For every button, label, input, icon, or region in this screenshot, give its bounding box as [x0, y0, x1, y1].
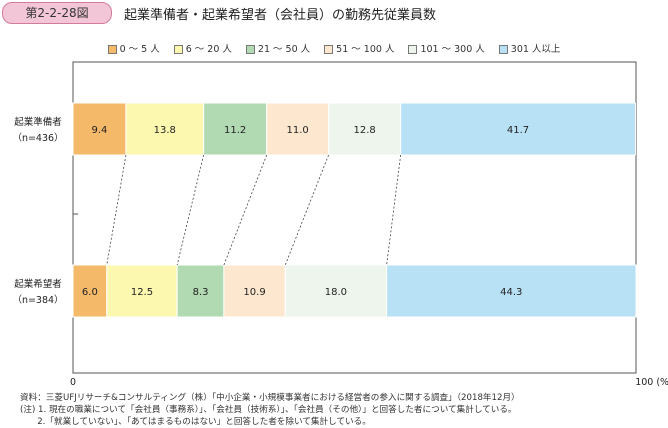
legend-swatch [107, 45, 117, 54]
connector-line [106, 154, 127, 266]
bar-segment [176, 264, 225, 318]
legend: 0 ～ 5 人 6 ～ 20 人 21 ～ 50 人 51 ～ 100 人 101 ～ … [0, 41, 668, 55]
legend-swatch [408, 45, 418, 54]
x-tick-label: 100 (%) [635, 377, 668, 388]
legend-swatch [173, 45, 183, 54]
plot-frame [72, 61, 637, 374]
chart-title: 起業準備者・起業希望者（会社員）の勤務先従業員数 [124, 8, 437, 23]
data-label: 12.8 [354, 125, 376, 136]
legend-swatch [245, 45, 255, 54]
data-label: 12.5 [131, 287, 153, 298]
connector-line [284, 154, 329, 266]
bar-segment [284, 264, 388, 318]
legend-label: 0 ～ 5 人 [119, 44, 160, 55]
legend-label: 6 ～ 20 人 [185, 44, 232, 55]
legend-label: 101 ～ 300 人 [420, 44, 485, 55]
bar-segment [223, 264, 286, 318]
bar-segment [266, 102, 330, 156]
bar-segment [72, 264, 108, 318]
category-label: 起業希望者 [14, 278, 62, 290]
data-label: 13.8 [154, 125, 176, 136]
bar-segment [400, 102, 636, 156]
data-label: 8.3 [193, 287, 209, 298]
legend-item: 21 ～ 50 人 [245, 44, 311, 55]
figure-number-badge: 第2-2-28図 [2, 2, 112, 24]
data-label: 41.7 [507, 125, 529, 136]
note-2: 2.「就業していない」、「あてはまるものはない」と回答した者を除いて集計している… [20, 417, 371, 427]
bar-segment [106, 264, 178, 318]
data-label: 10.9 [243, 287, 265, 298]
source-note: 資料：三菱UFJリサーチ&コンサルティング（株）「中小企業・小規模事業者における… [20, 393, 520, 403]
bar-segment [125, 102, 205, 156]
data-label: 6.0 [82, 287, 98, 298]
legend-label: 301 人以上 [510, 44, 561, 55]
x-tick-label: 0 [70, 377, 76, 388]
data-label: 44.3 [500, 287, 522, 298]
data-label: 18.0 [325, 287, 347, 298]
category-n-label: （n=436） [12, 132, 63, 144]
plot-area: 9.4 13.8 11.2 11.0 12.8 41.7 起業準備者 （n=436） 6.0 12… [12, 61, 668, 388]
bar-segment [72, 102, 127, 156]
legend-item: 6 ～ 20 人 [173, 44, 232, 55]
legend-item: 301 人以上 [498, 44, 561, 55]
legend-swatch [498, 45, 508, 54]
bar-segment [386, 264, 637, 318]
data-label: 11.2 [224, 125, 246, 136]
connector-line [223, 154, 268, 266]
legend-label: 51 ～ 100 人 [336, 44, 395, 55]
data-label: 9.4 [92, 125, 108, 136]
connector-line [176, 154, 205, 266]
legend-item: 0 ～ 5 人 [107, 44, 160, 55]
note-1: (注) 1. 現在の職業について「会社員（事務系）」、「会社員（技術系）」、「会… [20, 405, 517, 415]
bar-segment [203, 102, 268, 156]
connector-line [386, 154, 402, 266]
category-n-label: （n=384） [12, 294, 63, 306]
data-label: 11.0 [287, 125, 309, 136]
category-label: 起業準備者 [14, 116, 62, 128]
notes: 資料：三菱UFJリサーチ&コンサルティング（株）「中小企業・小規模事業者における… [20, 392, 520, 428]
legend-item: 51 ～ 100 人 [324, 44, 394, 55]
legend-item: 101 ～ 300 人 [408, 44, 485, 55]
bar-segment [328, 102, 402, 156]
legend-swatch [324, 45, 334, 54]
legend-label: 21 ～ 50 人 [257, 44, 311, 55]
